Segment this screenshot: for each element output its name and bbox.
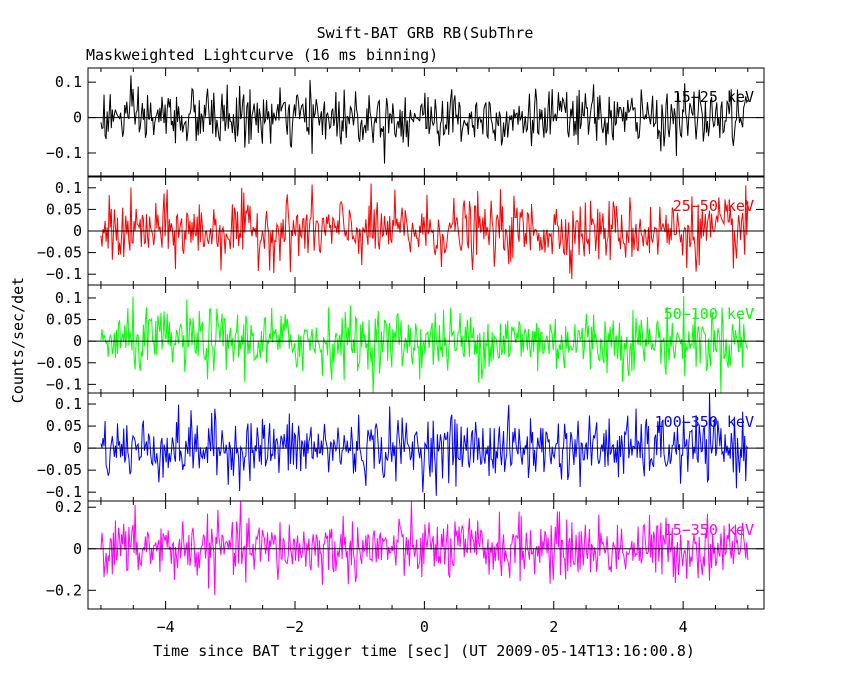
y-tick-label-2-1: 0.05 [46, 311, 82, 329]
x-tick-label-3: 2 [549, 618, 558, 636]
x-axis-label: Time since BAT trigger time [sec] (UT 20… [153, 642, 695, 660]
x-tick-label-4: 4 [679, 618, 688, 636]
panel-label-2: 50−100 keV [664, 305, 754, 323]
panels-group: 0.1 0 −0.1 15−25 keV 0.1 0.05 0 −0.05 −0.1 25−50 … [37, 67, 765, 636]
y-tick-label-0-1: 0 [73, 109, 82, 127]
y-tick-label-0-0: 0.1 [55, 73, 82, 91]
y-tick-label-3-3: −0.05 [37, 461, 82, 479]
panel-frame-0 [87, 67, 765, 177]
y-tick-label-4-2: −0.2 [46, 581, 82, 599]
y-tick-label-2-2: 0 [73, 332, 82, 350]
y-tick-label-1-4: −0.1 [46, 265, 82, 283]
panel-4: 0.2 0 −0.2 15−350 keV [46, 498, 765, 610]
y-tick-label-1-3: −0.05 [37, 244, 82, 262]
y-axis-label: Counts/sec/det [9, 277, 27, 403]
series-line-0 [100, 75, 749, 164]
panel-0: 0.1 0 −0.1 15−25 keV [46, 67, 765, 177]
y-tick-label-1-0: 0.1 [55, 179, 82, 197]
panel-label-3: 100−350 keV [655, 413, 754, 431]
y-tick-label-3-1: 0.05 [46, 417, 82, 435]
panel-2: 0.1 0.05 0 −0.05 −0.1 50−100 keV [37, 284, 765, 394]
series-line-3 [100, 392, 749, 496]
panel-label-4: 15−350 keV [664, 521, 754, 539]
x-tick-label-1: −2 [286, 618, 304, 636]
chart-title: Swift-BAT GRB RB(SubThre [317, 24, 534, 42]
x-tick-label-0: −4 [157, 618, 175, 636]
panel-1: 0.1 0.05 0 −0.05 −0.1 25−50 keV [37, 176, 765, 286]
y-tick-label-2-4: −0.1 [46, 375, 82, 393]
panel-3: 0.1 0.05 0 −0.05 −0.1 100−350 keV [37, 392, 765, 502]
series-line-1 [100, 183, 749, 280]
series-line-2 [100, 295, 749, 394]
series-line-4 [100, 500, 749, 596]
y-tick-label-0-2: −0.1 [46, 144, 82, 162]
panel-frame-4 [87, 500, 765, 610]
y-tick-label-1-2: 0 [73, 222, 82, 240]
y-tick-label-3-0: 0.1 [55, 395, 82, 413]
panel-label-1: 25−50 keV [673, 197, 754, 215]
y-tick-label-4-1: 0 [73, 540, 82, 558]
y-tick-label-2-3: −0.05 [37, 354, 82, 372]
y-tick-label-1-1: 0.05 [46, 200, 82, 218]
y-tick-label-3-4: −0.1 [46, 483, 82, 501]
panel-label-0: 15−25 keV [673, 88, 754, 106]
y-tick-label-3-2: 0 [73, 439, 82, 457]
y-tick-label-4-0: 0.2 [55, 498, 82, 516]
y-tick-label-2-0: 0.1 [55, 289, 82, 307]
chart-subtitle: Maskweighted Lightcurve (16 ms binning) [86, 46, 438, 64]
x-tick-label-2: 0 [420, 618, 429, 636]
